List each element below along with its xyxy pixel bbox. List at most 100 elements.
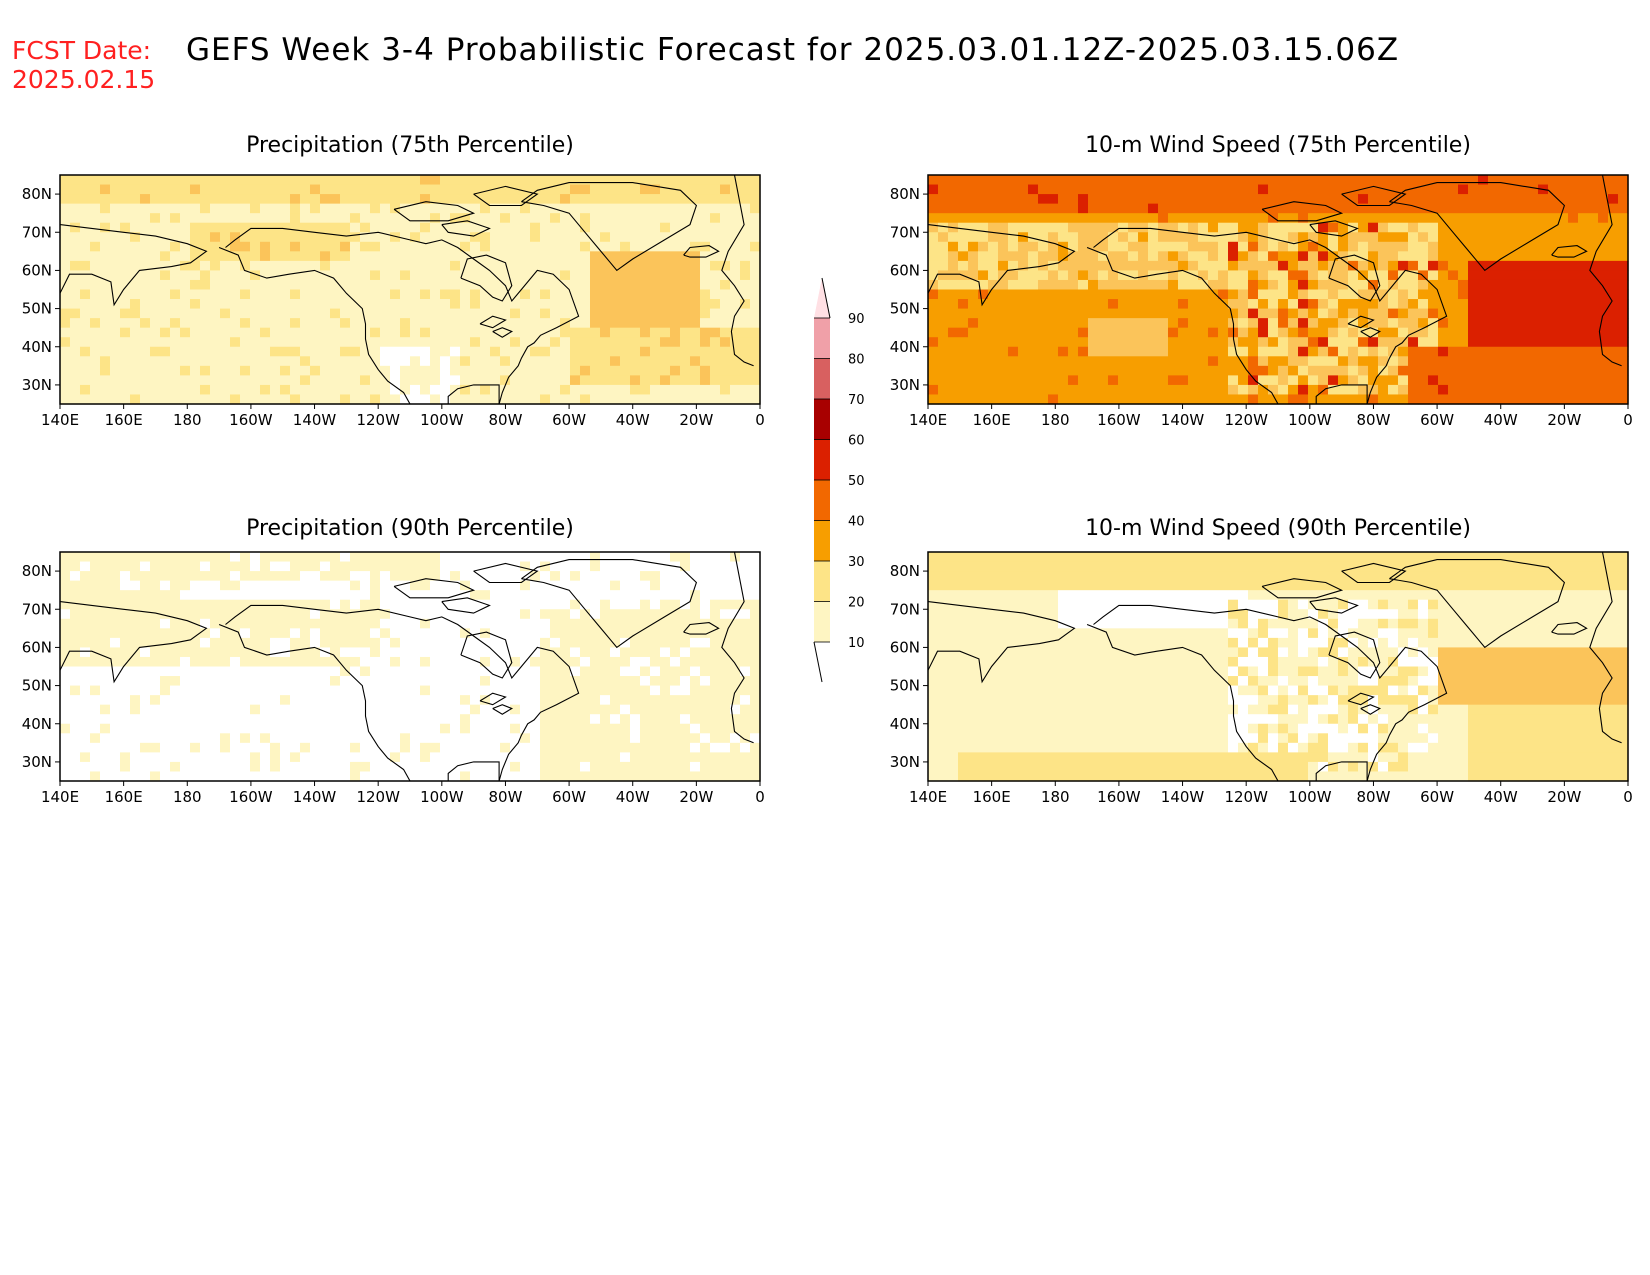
field-cell bbox=[420, 771, 431, 782]
field-cell bbox=[640, 599, 651, 610]
field-cell bbox=[530, 375, 541, 386]
field-cell bbox=[590, 704, 601, 715]
field-cell bbox=[460, 232, 471, 243]
field-cell bbox=[1548, 251, 1559, 262]
field-cell bbox=[530, 241, 541, 252]
field-cell bbox=[1318, 299, 1329, 310]
field-cell bbox=[260, 384, 271, 396]
field-cell bbox=[1208, 241, 1219, 252]
field-cell bbox=[400, 365, 411, 376]
field-cell bbox=[1588, 346, 1599, 357]
field-cell bbox=[330, 742, 341, 753]
field-cell bbox=[480, 251, 491, 262]
field-cell bbox=[958, 260, 969, 272]
x-tick-label: 60W bbox=[552, 411, 586, 429]
field-cell bbox=[200, 685, 211, 696]
field-cell bbox=[150, 733, 161, 744]
field-cell bbox=[390, 552, 401, 563]
field-p90 bbox=[60, 552, 761, 782]
field-cell bbox=[1228, 337, 1239, 348]
field-cell bbox=[710, 375, 721, 386]
field-cell bbox=[1038, 308, 1049, 319]
field-cell bbox=[260, 299, 271, 310]
field-cell bbox=[590, 752, 601, 763]
panel-title-precip-75: Precipitation (75th Percentile) bbox=[246, 133, 574, 158]
field-cell bbox=[140, 723, 151, 734]
field-cell bbox=[610, 394, 621, 405]
field-cell bbox=[1278, 194, 1289, 205]
field-cell bbox=[220, 318, 231, 329]
field-cell bbox=[540, 723, 551, 734]
field-cell bbox=[540, 241, 551, 252]
field-cell bbox=[1268, 241, 1279, 252]
field-cell bbox=[270, 571, 281, 582]
field-cell bbox=[420, 232, 431, 243]
field-cell bbox=[1268, 270, 1279, 281]
field-cell bbox=[550, 742, 561, 753]
field-cell bbox=[140, 299, 151, 310]
field-cell bbox=[410, 375, 421, 386]
field-cell bbox=[260, 375, 271, 386]
field-cell bbox=[180, 270, 191, 281]
field-cell bbox=[320, 609, 331, 620]
field-cell bbox=[1328, 365, 1339, 376]
field-cell bbox=[1528, 279, 1539, 291]
field-cell bbox=[360, 666, 371, 677]
field-cell bbox=[270, 289, 281, 300]
field-cell bbox=[500, 676, 511, 687]
field-cell bbox=[70, 232, 81, 243]
field-cell bbox=[650, 771, 661, 782]
field-cell bbox=[1558, 251, 1569, 262]
field-cell bbox=[1008, 213, 1019, 224]
field-cell bbox=[1388, 318, 1399, 329]
field-cell bbox=[1218, 318, 1229, 329]
field-cell bbox=[360, 571, 371, 582]
field-cell bbox=[1128, 356, 1139, 367]
field-cell bbox=[500, 241, 511, 252]
field-cell bbox=[390, 742, 401, 753]
field-cell bbox=[928, 203, 939, 214]
field-cell bbox=[160, 260, 171, 272]
field-cell bbox=[1498, 222, 1509, 233]
field-cell bbox=[1238, 356, 1249, 367]
field-cell bbox=[580, 761, 591, 773]
field-cell bbox=[400, 714, 411, 725]
field-cell bbox=[140, 666, 151, 677]
field-cell bbox=[680, 318, 691, 329]
field-cell bbox=[1508, 318, 1519, 329]
field-cell bbox=[680, 184, 691, 195]
field-cell bbox=[170, 647, 181, 658]
field-cell bbox=[1168, 346, 1179, 357]
field-cell bbox=[290, 666, 301, 677]
field-cell bbox=[460, 571, 471, 582]
field-cell bbox=[470, 394, 481, 405]
field-cell bbox=[1218, 394, 1229, 405]
field-cell bbox=[1228, 222, 1239, 233]
field-cell bbox=[100, 723, 111, 734]
field-cell bbox=[510, 571, 521, 582]
field-cell bbox=[460, 289, 471, 300]
field-cell bbox=[1248, 346, 1259, 357]
field-cell bbox=[630, 609, 641, 620]
field-cell bbox=[500, 194, 511, 205]
field-cell bbox=[1498, 241, 1509, 252]
field-cell bbox=[170, 714, 181, 725]
field-cell bbox=[570, 637, 581, 649]
field-cell bbox=[1508, 279, 1519, 291]
field-cell bbox=[320, 260, 331, 272]
field-cell bbox=[70, 628, 81, 639]
fcst-date-label: FCST Date: bbox=[12, 36, 152, 65]
x-tick-label: 160E bbox=[105, 411, 143, 429]
field-cell bbox=[550, 337, 561, 348]
field-cell bbox=[460, 270, 471, 281]
field-cell bbox=[1478, 394, 1489, 405]
field-cell bbox=[340, 184, 351, 195]
field-cell bbox=[710, 251, 721, 262]
field-cell bbox=[570, 742, 581, 753]
field-cell bbox=[550, 590, 561, 601]
field-cell bbox=[90, 761, 101, 773]
field-cell bbox=[360, 637, 371, 649]
field-cell bbox=[640, 184, 651, 195]
field-cell bbox=[1168, 318, 1179, 329]
field-cell bbox=[130, 628, 141, 639]
